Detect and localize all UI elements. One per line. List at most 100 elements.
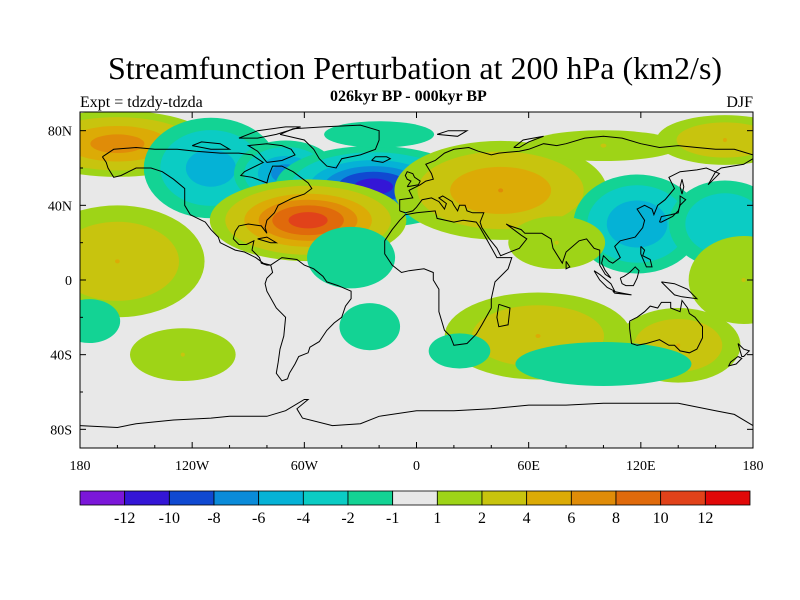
anomaly-center bbox=[515, 342, 692, 386]
coastline bbox=[384, 210, 513, 346]
anomaly-center bbox=[688, 236, 753, 324]
colorbar-swatch bbox=[660, 490, 706, 506]
coastline bbox=[513, 135, 544, 148]
anomaly-center bbox=[428, 333, 491, 369]
axes-layer: 180 120W 60W 0 60E 120E 180 80N 40N 0 40S 80S bbox=[48, 112, 764, 474]
colorbar-swatch bbox=[258, 490, 304, 506]
contour-fill bbox=[428, 333, 491, 369]
colorbar-swatch bbox=[302, 490, 349, 506]
colorbar-label: -4 bbox=[297, 510, 310, 527]
contour-fill bbox=[498, 188, 504, 193]
colorbar-swatch bbox=[124, 490, 170, 506]
colorbar-swatch bbox=[704, 490, 751, 506]
colorbar-swatch bbox=[347, 490, 394, 506]
contour-fill bbox=[515, 342, 692, 386]
colorbar-label: -10 bbox=[159, 510, 180, 527]
colorbar-label: -12 bbox=[114, 510, 135, 527]
anomaly-center bbox=[307, 226, 396, 289]
coastline bbox=[238, 126, 301, 139]
contour-fill bbox=[676, 343, 681, 348]
x-tick-label: 60W bbox=[291, 459, 319, 474]
contour-fill bbox=[80, 221, 180, 301]
x-tick-label: 180 bbox=[743, 459, 764, 474]
anomaly-center bbox=[508, 216, 606, 270]
y-tick-label: 0 bbox=[65, 274, 72, 289]
contour-fill bbox=[339, 303, 401, 351]
colorbar-swatch bbox=[79, 490, 126, 506]
contour-fill bbox=[80, 299, 121, 344]
coastline bbox=[619, 266, 640, 287]
contour-fill bbox=[600, 143, 607, 148]
x-tick-label: 0 bbox=[413, 459, 420, 474]
contour-fill bbox=[185, 149, 236, 187]
coastline bbox=[679, 179, 685, 195]
anomaly-center bbox=[394, 140, 607, 240]
anomaly-center bbox=[80, 299, 121, 344]
x-tick-label: 120E bbox=[626, 459, 656, 474]
coastline bbox=[257, 236, 279, 244]
season-label: DJF bbox=[726, 94, 753, 111]
colorbar-label: -2 bbox=[341, 510, 354, 527]
x-tick-label: 60E bbox=[517, 459, 540, 474]
coastline bbox=[640, 246, 653, 268]
colorbar-label: 6 bbox=[567, 510, 575, 527]
contour-fill bbox=[307, 226, 396, 289]
y-tick-label: 40N bbox=[48, 199, 72, 214]
coastline bbox=[192, 141, 232, 150]
colorbar-swatch bbox=[481, 490, 528, 506]
colorbar-label: 12 bbox=[697, 510, 713, 527]
colorbar-label: -6 bbox=[252, 510, 265, 527]
colorbar-label: 2 bbox=[478, 510, 486, 527]
contour-fill bbox=[741, 278, 746, 282]
colorbar-label: 8 bbox=[612, 510, 620, 527]
coastline bbox=[264, 257, 352, 382]
contour-fill bbox=[688, 236, 753, 324]
y-tick-label: 80N bbox=[48, 125, 72, 140]
colorbar-swatch bbox=[213, 490, 260, 506]
field-layer bbox=[80, 112, 753, 448]
anomaly-center bbox=[80, 205, 205, 318]
contour-fill bbox=[180, 352, 185, 357]
coastline bbox=[404, 171, 421, 188]
colorbar-swatch bbox=[436, 490, 483, 506]
x-tick-label: 180 bbox=[70, 459, 91, 474]
colorbar-swatch bbox=[168, 490, 215, 506]
coastline bbox=[371, 156, 392, 163]
coastline bbox=[629, 299, 703, 354]
coastline bbox=[101, 146, 313, 266]
coastline bbox=[565, 261, 571, 270]
coastline bbox=[659, 195, 687, 223]
contour-fill bbox=[90, 134, 145, 154]
experiment-label: Expt = tdzdy-tdzda bbox=[80, 94, 203, 111]
colorbar: -12 -10 -8 -6 -4 -2 -1 1 2 4 6 8 10 12 bbox=[79, 490, 751, 527]
coastline bbox=[661, 281, 699, 300]
chart-subtitle: 026kyr BP - 000kyr BP bbox=[330, 88, 487, 105]
coastline bbox=[80, 399, 753, 429]
colorbar-label: 1 bbox=[433, 510, 441, 527]
coastline-layer bbox=[80, 124, 753, 429]
coastline bbox=[737, 343, 751, 357]
colorbar-swatch bbox=[392, 490, 438, 506]
colorbar-swatch bbox=[615, 490, 662, 506]
coastline bbox=[436, 130, 469, 137]
coastline bbox=[246, 143, 296, 163]
coastline bbox=[612, 290, 632, 296]
y-tick-label: 40S bbox=[50, 349, 72, 364]
colorbar-swatch bbox=[526, 490, 572, 506]
contour-fill bbox=[606, 200, 668, 248]
colorbar-label: 10 bbox=[653, 510, 669, 527]
colorbar-swatch bbox=[570, 490, 617, 506]
coastline bbox=[727, 356, 743, 367]
anomaly-center bbox=[339, 303, 401, 351]
contour-fill bbox=[288, 212, 328, 229]
chart-title: Streamfunction Perturbation at 200 hPa (… bbox=[107, 50, 723, 86]
x-tick-label: 120W bbox=[175, 459, 210, 474]
anomaly-center bbox=[129, 328, 236, 382]
anomaly-center bbox=[656, 115, 753, 165]
contour-fill bbox=[676, 122, 753, 158]
colorbar-label: -1 bbox=[386, 510, 399, 527]
y-tick-label: 80S bbox=[50, 423, 72, 438]
contour-fill bbox=[722, 138, 727, 142]
colorbar-label: -8 bbox=[207, 510, 220, 527]
